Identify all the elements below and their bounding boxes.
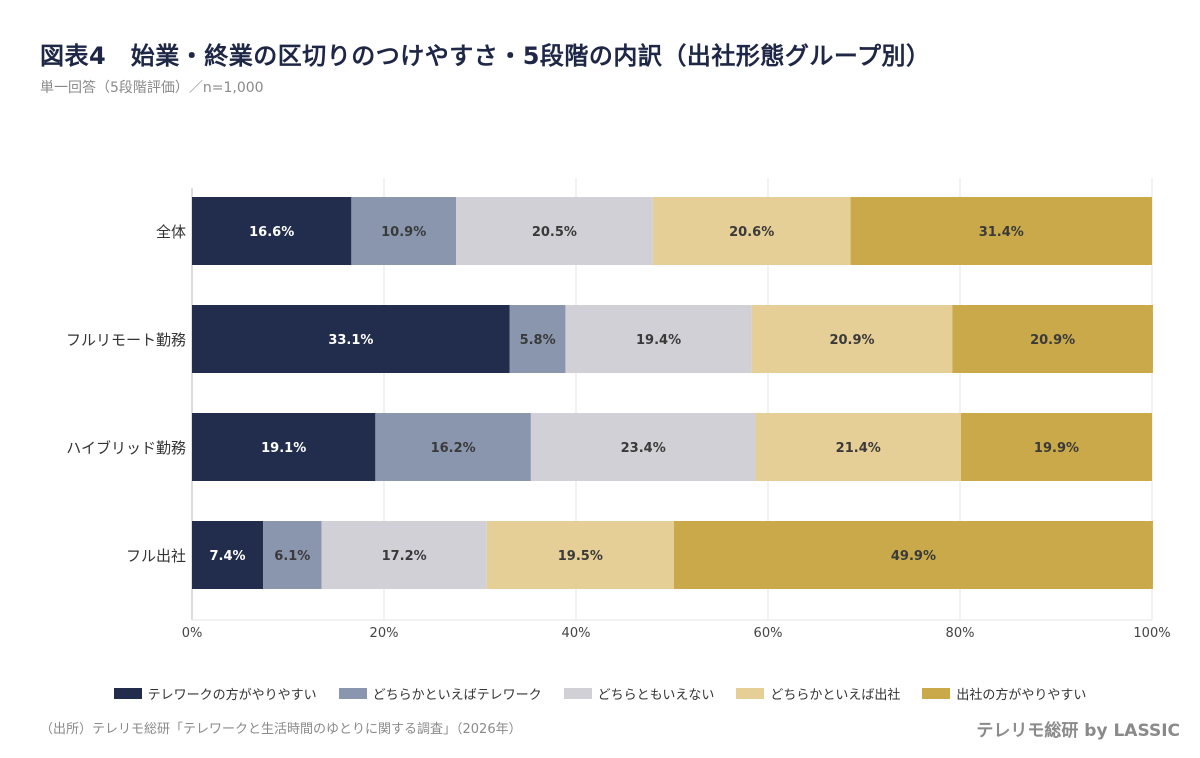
category-label: フル出社 bbox=[126, 547, 186, 565]
data-label: 19.1% bbox=[261, 441, 306, 456]
legend-label: どちらかといえば出社 bbox=[770, 688, 901, 703]
x-tick-label: 100% bbox=[1133, 626, 1170, 641]
data-label: 5.8% bbox=[520, 333, 556, 348]
legend-item: どちらかといえばテレワーク bbox=[338, 684, 542, 703]
legend-item: どちらかといえば出社 bbox=[736, 684, 900, 703]
legend-label: 出社の方がやりやすい bbox=[956, 688, 1087, 703]
legend-label: テレワークの方がやりやすい bbox=[147, 688, 317, 703]
legend-item: テレワークの方がやりやすい bbox=[113, 684, 317, 703]
data-label: 31.4% bbox=[979, 225, 1024, 240]
data-label: 20.6% bbox=[729, 225, 774, 240]
data-label: 23.4% bbox=[621, 441, 666, 456]
data-label: 17.2% bbox=[382, 549, 427, 564]
bar-segment bbox=[321, 521, 487, 589]
data-label: 49.9% bbox=[891, 549, 936, 564]
x-tick-label: 60% bbox=[754, 626, 783, 641]
bar-segment bbox=[652, 197, 851, 265]
data-label: 19.9% bbox=[1034, 441, 1079, 456]
data-label: 16.6% bbox=[249, 225, 294, 240]
chart-title: 図表4 始業・終業の区切りのつけやすさ・5段階の内訳（出社形態グループ別） bbox=[40, 42, 931, 70]
bar-segment bbox=[263, 521, 322, 589]
data-label: 19.5% bbox=[558, 549, 603, 564]
bar-segment bbox=[456, 197, 653, 265]
data-label: 21.4% bbox=[836, 441, 881, 456]
stacked-bar-chart: 0% 20% 40% 60% 80% 100% 全体 16.6% 10.9% 20.5% 20.6%… bbox=[66, 178, 1171, 641]
chart-legend: テレワークの方がやりやすい どちらかといえばテレワーク どちらともいえない どちらかと… bbox=[0, 684, 1200, 703]
chart-subtitle: 単一回答（5段階評価）／n=1,000 bbox=[40, 80, 264, 96]
bar-segment bbox=[509, 305, 566, 373]
data-label: 6.1% bbox=[274, 549, 310, 564]
x-tick-label: 80% bbox=[946, 626, 975, 641]
source-note: （出所）テレリモ総研「テレワークと生活時間のゆとりに関する調査」（2026年） bbox=[40, 722, 522, 737]
legend-swatch bbox=[736, 688, 765, 699]
category-label: ハイブリッド勤務 bbox=[66, 439, 186, 457]
category-label: フルリモート勤務 bbox=[66, 331, 186, 349]
bar-segment bbox=[351, 197, 456, 265]
legend-swatch bbox=[922, 688, 951, 699]
data-label: 20.9% bbox=[1030, 333, 1075, 348]
data-label: 20.5% bbox=[532, 225, 577, 240]
bar-segment bbox=[755, 413, 961, 481]
brand-logo: テレリモ総研 by LASSIC bbox=[976, 721, 1180, 741]
legend-item: 出社の方がやりやすい bbox=[922, 684, 1086, 703]
x-tick-label: 40% bbox=[562, 626, 591, 641]
bar-segment bbox=[486, 521, 674, 589]
legend-swatch bbox=[563, 688, 592, 699]
bar-segment bbox=[375, 413, 531, 481]
bar-segment bbox=[530, 413, 756, 481]
bar-segment bbox=[192, 197, 352, 265]
data-label: 19.4% bbox=[636, 333, 681, 348]
legend-item: どちらともいえない bbox=[563, 684, 715, 703]
data-label: 10.9% bbox=[381, 225, 426, 240]
data-label: 7.4% bbox=[209, 549, 245, 564]
data-label: 16.2% bbox=[431, 441, 476, 456]
bar-segment bbox=[673, 521, 1153, 589]
legend-swatch bbox=[113, 688, 142, 699]
legend-swatch bbox=[338, 688, 367, 699]
bar-segment bbox=[192, 521, 264, 589]
data-label: 33.1% bbox=[328, 333, 373, 348]
category-label: 全体 bbox=[156, 223, 186, 241]
bar-segment bbox=[751, 305, 953, 373]
bar-segment bbox=[850, 197, 1152, 265]
bar-segment bbox=[192, 413, 376, 481]
legend-label: どちらともいえない bbox=[597, 688, 715, 703]
data-label: 20.9% bbox=[829, 333, 874, 348]
bar-segment bbox=[565, 305, 752, 373]
x-tick-label: 20% bbox=[370, 626, 399, 641]
bar-segment bbox=[960, 413, 1152, 481]
bar-segment bbox=[952, 305, 1153, 373]
bar-segment bbox=[192, 305, 510, 373]
x-tick-label: 0% bbox=[182, 626, 203, 641]
legend-label: どちらかといえばテレワーク bbox=[372, 688, 542, 703]
